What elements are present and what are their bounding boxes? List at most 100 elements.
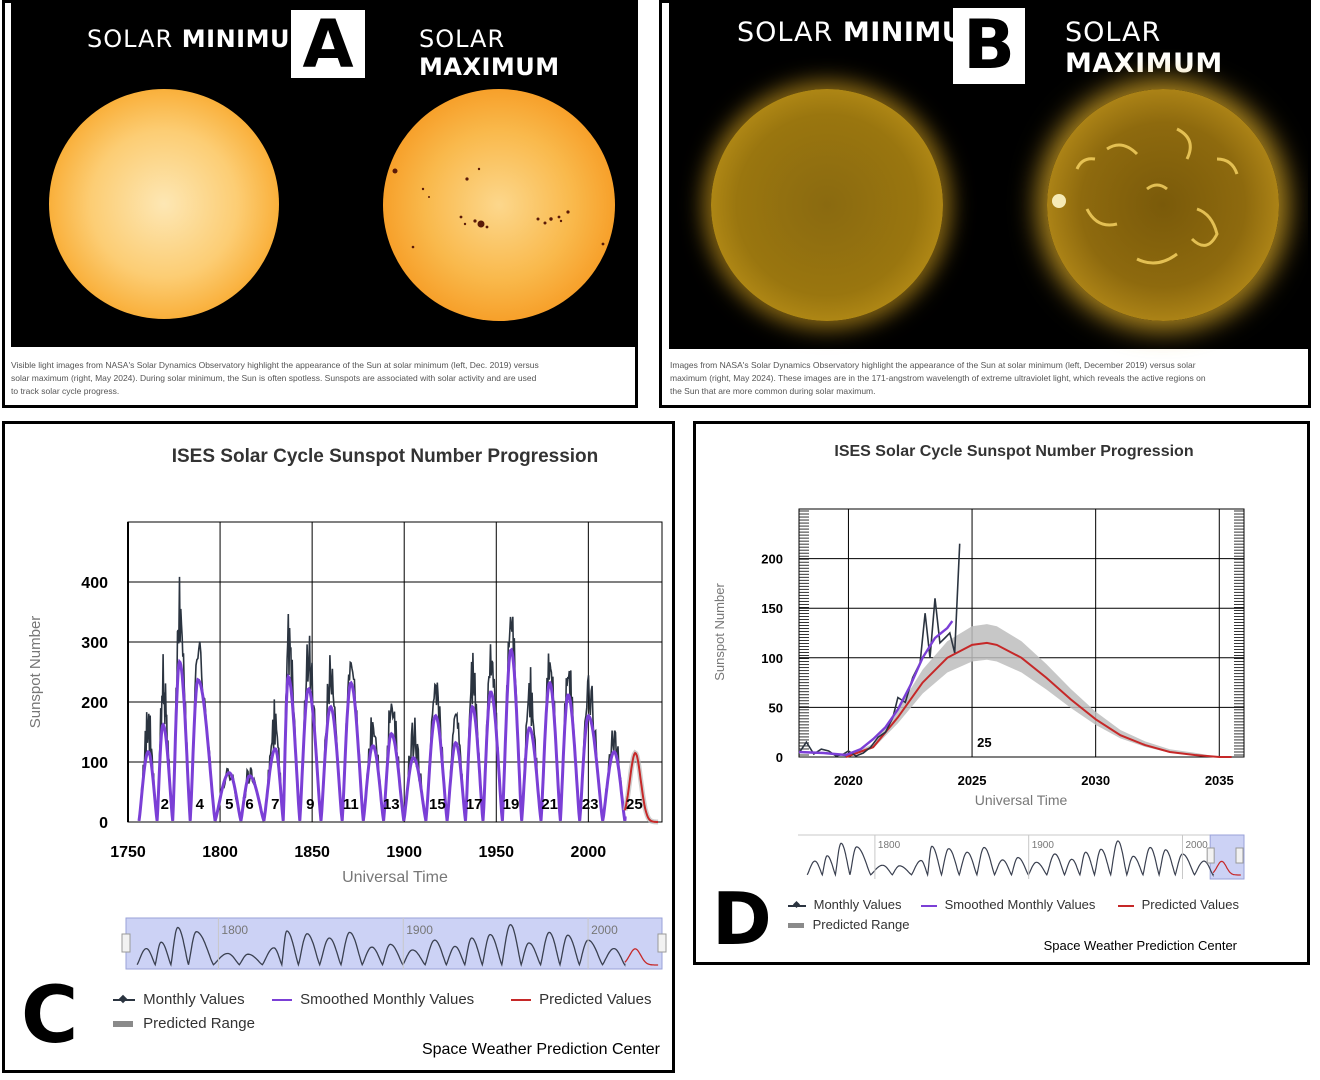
navigator-selection [1209,834,1245,880]
series-smoothed [137,647,627,822]
navigator-tick-label: 1900 [1032,840,1055,851]
navigator-tick-label: 2000 [591,923,618,937]
legend-predicted[interactable]: Predicted Values [511,991,651,1008]
panel-a-caption: Visible light images from NASA's Solar D… [11,360,539,396]
legend-predicted-swatch [1118,904,1134,907]
cycle-number-label: 2 [161,796,169,813]
sun-minimum-euv [711,89,943,321]
sun-minimum-visible [49,89,279,319]
legend-smoothed-swatch [921,904,937,907]
chart-title: ISES Solar Cycle Sunspot Number Progress… [834,443,1193,460]
panel-b-caption: Images from NASA's Solar Dynamics Observ… [670,360,1206,396]
y-tick-label: 400 [81,575,108,592]
y-tick-label: 200 [81,695,108,712]
series-predicted [624,751,659,823]
cycle-number-label: 25 [626,796,643,813]
cycle-number-label: 21 [541,796,558,813]
y-tick-label: 50 [769,700,783,715]
navigator-tick-label: 1800 [878,840,901,851]
solar-maximum-title: SOLAR MAXIMUM [419,25,560,81]
x-tick-label: 1950 [478,844,514,861]
footer-credit: Space Weather Prediction Center [421,1041,660,1058]
y-tick-label: 100 [761,651,783,666]
cycle-number-label: 25 [977,735,991,750]
panel-b-image: SOLAR MINIMUM SOLAR MAXIMUM B [669,3,1308,349]
panel-label: B [953,8,1025,84]
navigator-predicted [624,948,659,966]
panel-d: ISES Solar Cycle Sunspot Number Progress… [693,421,1310,965]
navigator-handle-right [657,933,667,953]
solar-minimum-title: SOLAR MINIMUM [87,25,315,53]
x-tick-label: 2030 [1081,773,1110,788]
legend-monthly-swatch [113,994,135,1004]
sun-maximum-euv [1047,89,1279,321]
panel-a: SOLAR MINIMUM SOLAR MAXIMUM A Visible li… [2,0,638,408]
series-smoothed [798,620,954,757]
legend-range-swatch [788,923,804,929]
legend-range-swatch [113,1021,133,1028]
legend-smoothed-label: Smoothed Monthly Values [944,897,1096,912]
x-tick-label: 2025 [958,773,987,788]
navigator-predicted [1212,860,1241,876]
legend-range-label: Predicted Range [812,917,910,932]
y-tick-label: 100 [81,755,108,772]
legend-monthly-label: Monthly Values [813,897,902,912]
legend-predicted-label: Predicted Values [539,991,652,1008]
legend-monthly-label: Monthly Values [143,991,245,1008]
x-tick-label: 2020 [834,773,863,788]
plot-area [127,521,663,823]
legend-range[interactable]: Predicted Range [788,917,909,932]
x-tick-label: 1800 [202,844,238,861]
x-axis-label: Universal Time [342,869,448,886]
legend-predicted[interactable]: Predicted Values [1118,897,1239,912]
solar-maximum-title: SOLAR MAXIMUM [1065,17,1223,79]
y-tick-label: 300 [81,635,108,652]
cycle-number-label: 4 [196,796,205,813]
legend-smoothed[interactable]: Smoothed Monthly Values [272,991,474,1008]
legend-predicted-swatch [511,999,531,1002]
legend-range[interactable]: Predicted Range [113,1015,255,1032]
plot-area [798,508,1245,758]
sunspot-chart-zoom: ISES Solar Cycle Sunspot Number Progress… [712,443,1245,880]
legend-smoothed[interactable]: Smoothed Monthly Values [921,897,1095,912]
x-tick-label: 1850 [294,844,330,861]
series-predicted [845,641,1232,758]
x-tick-label: 2035 [1205,773,1234,788]
chart-title: ISES Solar Cycle Sunspot Number Progress… [172,446,599,467]
navigator-series [806,840,1214,878]
cycle-number-label: 6 [245,796,253,813]
footer-credit: Space Weather Prediction Center [1043,938,1237,953]
series-predicted-range [846,624,1232,757]
cycle-number-label: 13 [383,796,400,813]
y-tick-label: 200 [761,552,783,567]
x-tick-label: 1900 [386,844,422,861]
cycle-number-label: 5 [225,796,233,813]
legend-predicted-label: Predicted Values [1141,897,1239,912]
y-tick-label: 0 [99,815,108,832]
panel-a-image: SOLAR MINIMUM SOLAR MAXIMUM A [11,3,635,347]
navigator-handle-left [121,933,131,953]
navigator-tick-label: 1800 [221,923,248,937]
legend-monthly[interactable]: Monthly Values [788,897,902,912]
x-axis-label: Universal Time [975,792,1068,808]
chart-legend: Monthly Values Smoothed Monthly Values P… [696,424,1307,962]
y-axis-label: Sunspot Number [712,583,727,681]
active-regions [1052,127,1239,265]
x-tick-label: 1750 [110,844,146,861]
legend-monthly-swatch [788,900,806,908]
navigator-tick-label: 1900 [406,923,433,937]
legend-smoothed-label: Smoothed Monthly Values [300,991,475,1008]
cycle-number-label: 17 [466,796,483,813]
panel-label: D [712,877,772,961]
cycle-number-label: 23 [582,796,599,813]
cycle-number-label: 7 [271,796,279,813]
x-tick-label: 2000 [571,844,607,861]
legend-monthly[interactable]: Monthly Values [113,991,245,1008]
panel-b: SOLAR MINIMUM SOLAR MAXIMUM B Images fro… [659,0,1311,408]
sunspot-chart-full: ISES Solar Cycle Sunspot Number Progress… [27,446,667,970]
sunspots [392,167,605,249]
y-axis-label: Sunspot Number [27,616,44,729]
navigator-handle-right [1235,847,1244,864]
cycle-number-label: 15 [429,796,446,813]
panel-c: ISES Solar Cycle Sunspot Number Progress… [2,421,675,1073]
